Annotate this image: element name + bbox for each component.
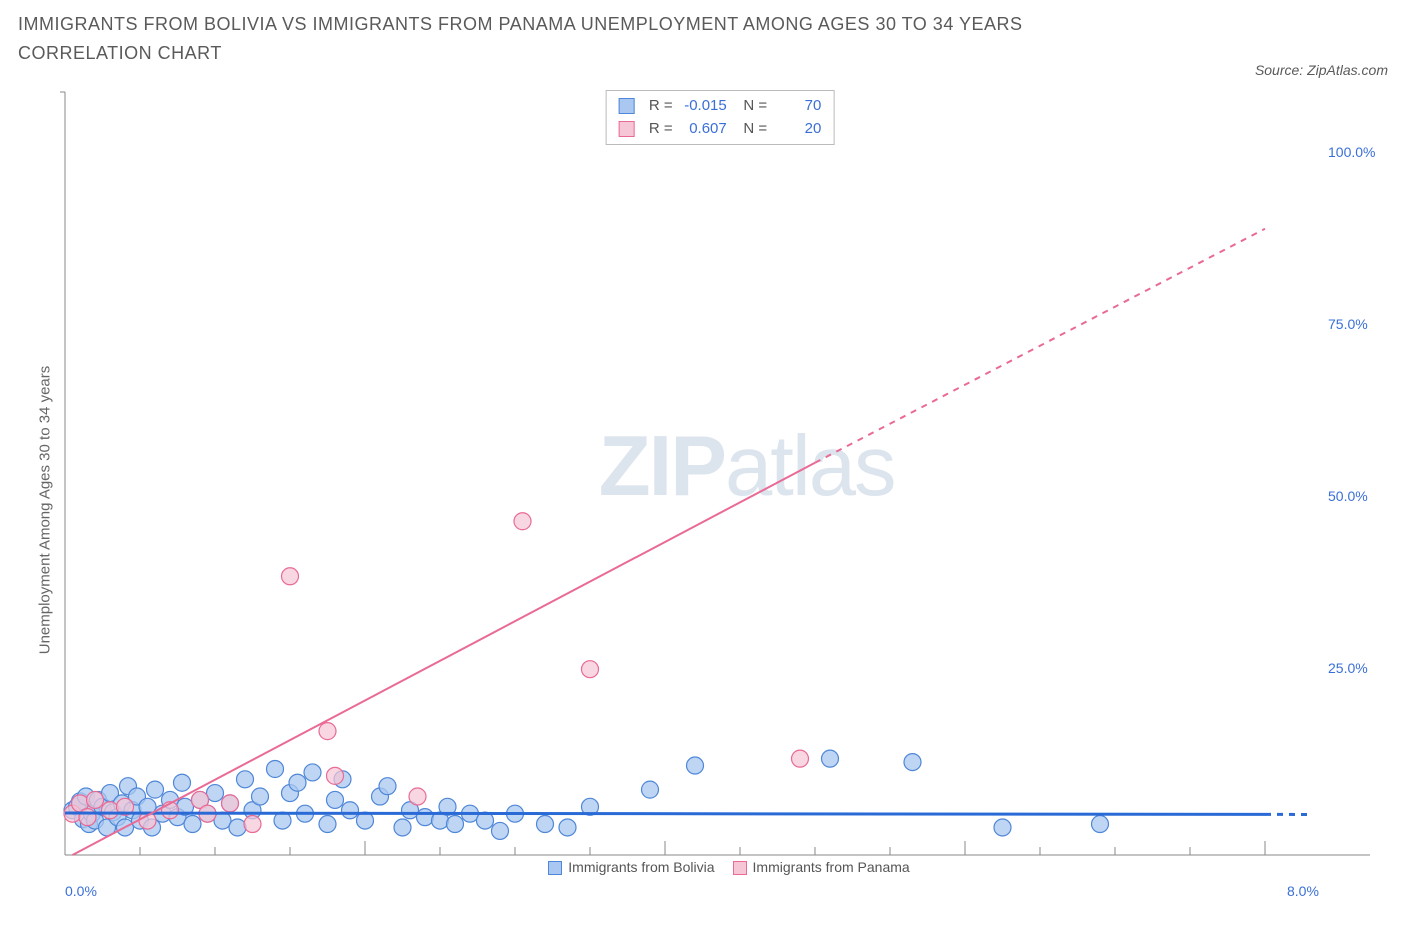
legend-swatch bbox=[733, 861, 747, 875]
y-tick-label: 75.0% bbox=[1328, 316, 1368, 332]
stat-r-label: R = bbox=[649, 97, 677, 114]
stats-row-bolivia: R = -0.015 N = 70 bbox=[619, 95, 822, 118]
series-legend: Immigrants from Bolivia Immigrants from P… bbox=[55, 859, 1385, 875]
legend-swatch bbox=[548, 861, 562, 875]
legend-label: Immigrants from Panama bbox=[753, 859, 910, 875]
stat-r-label: R = bbox=[649, 120, 677, 137]
stats-legend: R = -0.015 N = 70 R = 0.607 N = 20 bbox=[606, 90, 835, 145]
stats-row-panama: R = 0.607 N = 20 bbox=[619, 118, 822, 141]
x-tick-label: 0.0% bbox=[65, 883, 97, 899]
chart-title: IMMIGRANTS FROM BOLIVIA VS IMMIGRANTS FR… bbox=[18, 10, 1118, 68]
chart-area: Unemployment Among Ages 30 to 34 years Z… bbox=[55, 90, 1385, 875]
legend-label: Immigrants from Bolivia bbox=[568, 859, 714, 875]
source-label: Source: ZipAtlas.com bbox=[1255, 62, 1388, 78]
y-tick-label: 25.0% bbox=[1328, 660, 1368, 676]
stat-n-value-panama: 20 bbox=[771, 118, 821, 141]
y-tick-label: 100.0% bbox=[1328, 144, 1375, 160]
stat-n-label: N = bbox=[743, 97, 771, 114]
y-axis-label: Unemployment Among Ages 30 to 34 years bbox=[37, 366, 54, 655]
scatter-plot bbox=[55, 90, 1385, 875]
legend-swatch-bolivia bbox=[619, 98, 635, 114]
x-tick-label: 8.0% bbox=[1287, 883, 1319, 899]
stat-n-label: N = bbox=[743, 120, 771, 137]
stat-r-value-bolivia: -0.015 bbox=[677, 95, 727, 118]
legend-swatch-panama bbox=[619, 121, 635, 137]
stat-r-value-panama: 0.607 bbox=[677, 118, 727, 141]
y-tick-label: 50.0% bbox=[1328, 488, 1368, 504]
stat-n-value-bolivia: 70 bbox=[771, 95, 821, 118]
